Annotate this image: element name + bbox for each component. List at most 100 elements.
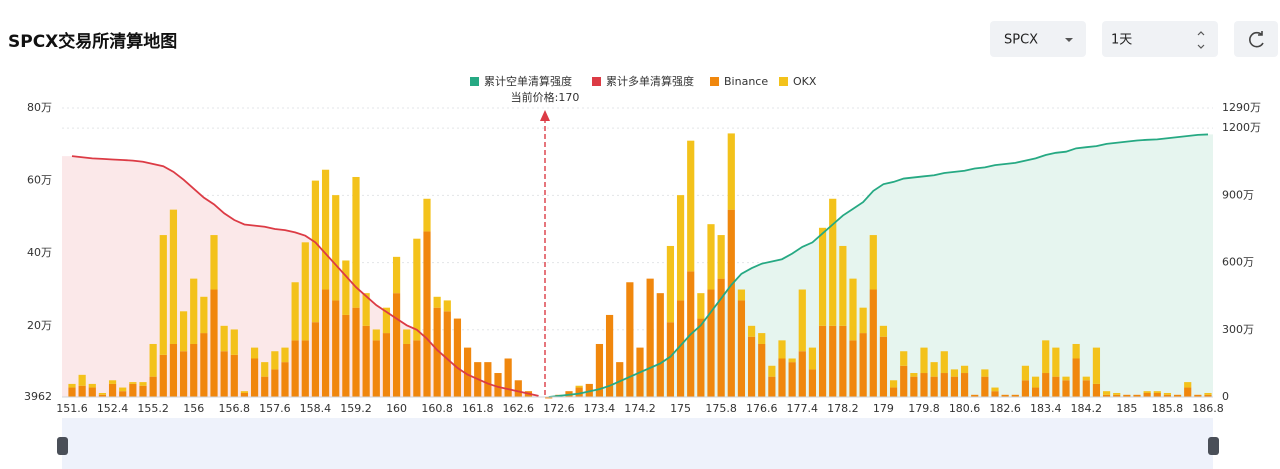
bar-segment	[139, 385, 147, 397]
bar-segment	[68, 383, 76, 388]
bar-segment	[575, 385, 583, 388]
bar-segment	[676, 300, 685, 397]
bar-segment	[271, 351, 279, 370]
current-price-label: 当前价格:170	[511, 90, 580, 104]
legend-swatch	[710, 77, 719, 86]
symbol-select[interactable]	[990, 21, 1086, 57]
y2-tick-label: 0	[1222, 390, 1229, 403]
bar-segment	[1194, 394, 1202, 397]
bar-segment	[839, 325, 847, 397]
slider-handle-left[interactable]	[57, 437, 68, 455]
legend-swatch	[470, 77, 479, 86]
bar-segment	[68, 387, 76, 397]
x-tick-label: 151.6	[56, 402, 88, 415]
bar-segment	[453, 318, 462, 397]
bar-segment	[311, 180, 320, 323]
bar-segment	[332, 195, 340, 301]
bar-segment	[829, 198, 837, 326]
x-tick-label: 156.8	[219, 402, 251, 415]
x-tick-label: 179.8	[908, 402, 940, 415]
refresh-button[interactable]	[1234, 21, 1278, 57]
symbol-select-value: SPCX	[1004, 33, 1038, 48]
y-tick-label: 60万	[27, 174, 52, 187]
x-tick-label: 174.2	[624, 402, 656, 415]
bar-segment	[808, 347, 817, 370]
x-tick-label: 177.4	[787, 402, 819, 415]
bar-segment	[301, 242, 309, 341]
bar-segment	[879, 325, 888, 337]
bar-segment	[433, 296, 441, 308]
bar-segment	[423, 198, 431, 232]
bar-segment	[1204, 394, 1212, 397]
bar-segment	[311, 322, 320, 397]
y2-tick-label: 600万	[1222, 256, 1254, 269]
bar-segment	[981, 376, 989, 397]
bar-segment	[585, 383, 593, 397]
bar-segment	[1113, 394, 1121, 397]
bar-segment	[423, 231, 431, 397]
bar-segment	[403, 343, 411, 397]
bar-segment	[129, 382, 137, 384]
bar-segment	[889, 387, 898, 397]
bar-segment	[159, 354, 167, 397]
bar-segment	[960, 365, 969, 374]
bar-segment	[900, 365, 908, 397]
bar-segment	[78, 385, 86, 397]
bar-segment	[818, 325, 827, 397]
line-area	[548, 134, 1213, 397]
bar-segment	[1113, 392, 1121, 395]
bar-segment	[818, 227, 827, 326]
bar-segment	[169, 343, 178, 397]
y2-tick-label: 1200万	[1222, 121, 1261, 134]
bar-segment	[129, 383, 137, 397]
bar-segment	[676, 195, 685, 301]
bar-segment	[930, 362, 938, 377]
bar-segment	[950, 369, 959, 377]
bar-segment	[930, 376, 938, 397]
bar-segment	[271, 369, 279, 397]
bar-segment	[940, 373, 948, 397]
bar-segment	[1133, 394, 1141, 397]
bar-segment	[859, 333, 867, 397]
bar-segment	[900, 351, 908, 366]
bar-segment	[1021, 365, 1030, 381]
bar-segment	[240, 391, 249, 393]
bar-segment	[950, 376, 959, 397]
bar-segment	[646, 278, 654, 397]
bar-segment	[220, 325, 228, 352]
bar-segment	[859, 307, 867, 334]
bar-segment	[210, 289, 218, 397]
bar-segment	[545, 397, 553, 399]
bar-segment	[889, 380, 898, 388]
bar-segment	[910, 376, 918, 397]
x-tick-label: 156	[183, 402, 204, 415]
bar-segment	[1021, 380, 1030, 397]
bar-segment	[798, 351, 806, 397]
bar-segment	[626, 282, 634, 397]
bar-segment	[1042, 340, 1050, 374]
bar-segment	[778, 358, 786, 397]
range-slider[interactable]	[62, 418, 1213, 469]
bar-segment	[291, 340, 299, 397]
bar-segment	[910, 373, 918, 377]
slider-handle-right[interactable]	[1208, 437, 1219, 455]
bar-segment	[261, 376, 269, 397]
bar-segment	[301, 340, 309, 397]
bar-segment	[839, 245, 847, 326]
bar-segment	[1031, 376, 1040, 388]
bar-segment	[78, 374, 86, 386]
legend-label: OKX	[793, 75, 817, 88]
bar-segment	[403, 329, 411, 344]
y-tick-label: 3962	[24, 390, 52, 403]
x-tick-label: 175	[670, 402, 691, 415]
interval-select[interactable]	[1102, 21, 1218, 57]
bar-segment	[169, 209, 178, 344]
legend-swatch	[779, 77, 788, 86]
x-tick-label: 184.2	[1071, 402, 1103, 415]
bar-segment	[1062, 376, 1070, 381]
bar-segment	[697, 293, 705, 319]
bar-segment	[788, 362, 796, 397]
bar-segment	[1052, 347, 1060, 377]
y2-tick-label: 1290万	[1222, 101, 1261, 114]
x-tick-label: 179	[873, 402, 894, 415]
